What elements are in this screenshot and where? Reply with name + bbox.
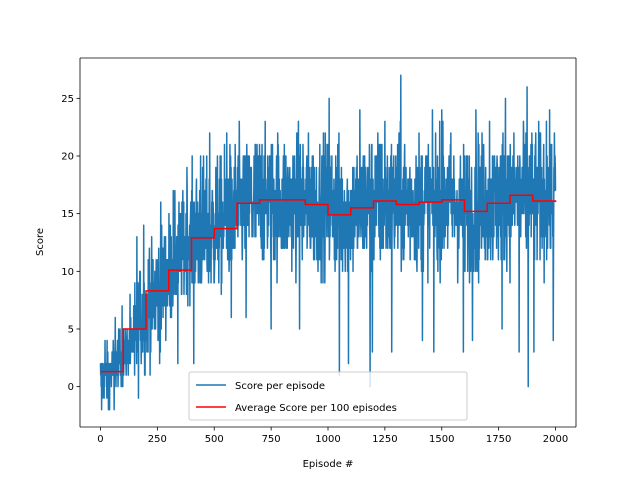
y-tick-label: 20 [61, 152, 74, 163]
series-average-score [100, 194, 557, 373]
y-tick-label: 0 [68, 382, 74, 393]
x-tick-label: 1750 [486, 434, 511, 445]
y-tick-label: 25 [61, 94, 74, 105]
x-tick-label: 1500 [429, 434, 454, 445]
y-axis-label: Score [35, 228, 46, 256]
series-score-per-episode [99, 74, 557, 411]
y-tick-label: 5 [68, 324, 74, 335]
x-tick-label: 250 [148, 434, 167, 445]
legend-label-score: Score per episode [235, 381, 325, 392]
x-axis-ticks: 0 250 500 750 1000 1250 1500 1750 2000 [97, 427, 568, 445]
legend: Score per episode Average Score per 100 … [188, 371, 468, 421]
x-tick-label: 1000 [315, 434, 340, 445]
x-tick-label: 2000 [543, 434, 568, 445]
series-layer [99, 74, 557, 411]
x-tick-label: 0 [97, 434, 103, 445]
x-tick-label: 500 [205, 434, 224, 445]
x-tick-label: 750 [262, 434, 281, 445]
x-tick-label: 1250 [372, 434, 397, 445]
legend-box [188, 371, 468, 421]
y-axis-ticks: 0 5 10 15 20 25 [61, 94, 80, 393]
legend-label-average: Average Score per 100 episodes [235, 403, 397, 414]
x-axis-label: Episode # [303, 459, 354, 470]
y-tick-label: 15 [61, 209, 74, 220]
y-tick-label: 10 [61, 267, 74, 278]
